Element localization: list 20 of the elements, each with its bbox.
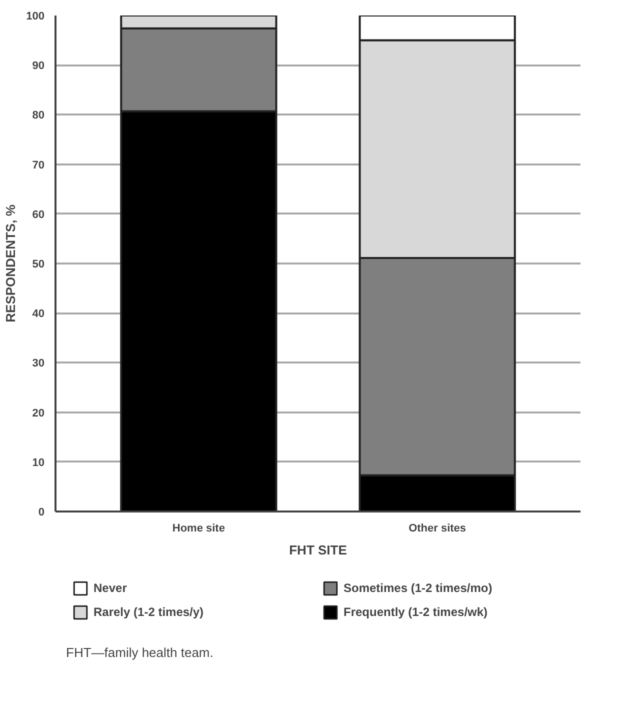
x-tick-label: Other sites bbox=[408, 522, 466, 534]
y-tick-label: 80 bbox=[32, 110, 45, 122]
text: FHT—family health team. bbox=[66, 645, 214, 660]
y-tick-label: 40 bbox=[32, 308, 45, 320]
x-axis-title: FHT SITE bbox=[289, 542, 348, 558]
legend-label: Frequently (1-2 times/wk) bbox=[344, 605, 489, 619]
x-tick-label: Home site bbox=[172, 522, 225, 534]
y-tick-label: 100 bbox=[26, 10, 45, 22]
y-axis-title: RESPONDENTS, % bbox=[3, 204, 18, 322]
legend-label: Rarely (1-2 times/y) bbox=[94, 605, 205, 619]
y-tick-label: 60 bbox=[32, 208, 45, 221]
y-tick-label: 10 bbox=[32, 456, 45, 469]
y-tick-label: 30 bbox=[32, 358, 45, 370]
y-tick-label: 20 bbox=[32, 407, 45, 420]
y-tick-label: 50 bbox=[32, 258, 45, 270]
y-tick-label: 70 bbox=[32, 159, 45, 172]
legend-label: Never bbox=[94, 581, 128, 595]
y-tick-label: 90 bbox=[32, 60, 45, 72]
y-tick-label: 0 bbox=[38, 506, 45, 518]
legend-label: Sometimes (1-2 times/mo) bbox=[344, 581, 494, 595]
